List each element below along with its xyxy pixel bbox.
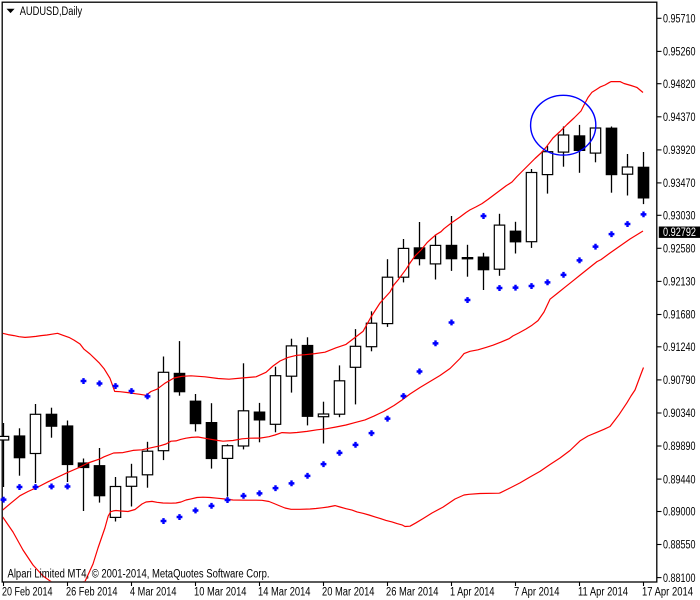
svg-text:AUDUSD,Daily: AUDUSD,Daily: [20, 6, 83, 18]
svg-text:26 Feb 2014: 26 Feb 2014: [66, 587, 118, 599]
svg-text:0.90790: 0.90790: [663, 375, 696, 387]
svg-text:7 Apr 2014: 7 Apr 2014: [514, 587, 560, 599]
svg-text:0.93920: 0.93920: [663, 145, 696, 157]
svg-text:0.93470: 0.93470: [663, 178, 696, 190]
svg-text:0.88550: 0.88550: [663, 540, 696, 552]
svg-text:0.95260: 0.95260: [663, 47, 696, 59]
svg-text:0.94820: 0.94820: [663, 79, 696, 91]
svg-text:0.91240: 0.91240: [663, 342, 696, 354]
svg-text:17 Apr 2014: 17 Apr 2014: [642, 587, 693, 599]
svg-text:0.89000: 0.89000: [663, 507, 696, 519]
svg-text:26 Mar 2014: 26 Mar 2014: [386, 587, 439, 599]
svg-text:10 Mar 2014: 10 Mar 2014: [194, 587, 247, 599]
svg-text:0.92130: 0.92130: [663, 277, 696, 289]
svg-text:0.92580: 0.92580: [663, 244, 696, 256]
svg-text:0.92792: 0.92792: [663, 227, 696, 239]
svg-text:0.89890: 0.89890: [663, 441, 696, 453]
svg-text:1 Apr 2014: 1 Apr 2014: [450, 587, 495, 599]
svg-text:11 Apr 2014: 11 Apr 2014: [578, 587, 628, 599]
svg-text:0.93030: 0.93030: [663, 211, 696, 223]
svg-text:0.89440: 0.89440: [663, 474, 696, 486]
svg-text:4 Mar 2014: 4 Mar 2014: [130, 587, 177, 599]
svg-text:0.94370: 0.94370: [663, 112, 696, 124]
svg-text:20 Mar 2014: 20 Mar 2014: [322, 587, 375, 599]
svg-text:0.91680: 0.91680: [663, 310, 696, 322]
svg-text:Alpari Limited MT4, © 2001-201: Alpari Limited MT4, © 2001-2014, MetaQuo…: [8, 569, 270, 581]
svg-text:20 Feb 2014: 20 Feb 2014: [2, 587, 53, 599]
svg-text:0.88100: 0.88100: [663, 573, 696, 585]
svg-text:0.90340: 0.90340: [663, 408, 696, 420]
svg-text:14 Mar 2014: 14 Mar 2014: [258, 587, 311, 599]
svg-text:0.95710: 0.95710: [663, 14, 696, 26]
